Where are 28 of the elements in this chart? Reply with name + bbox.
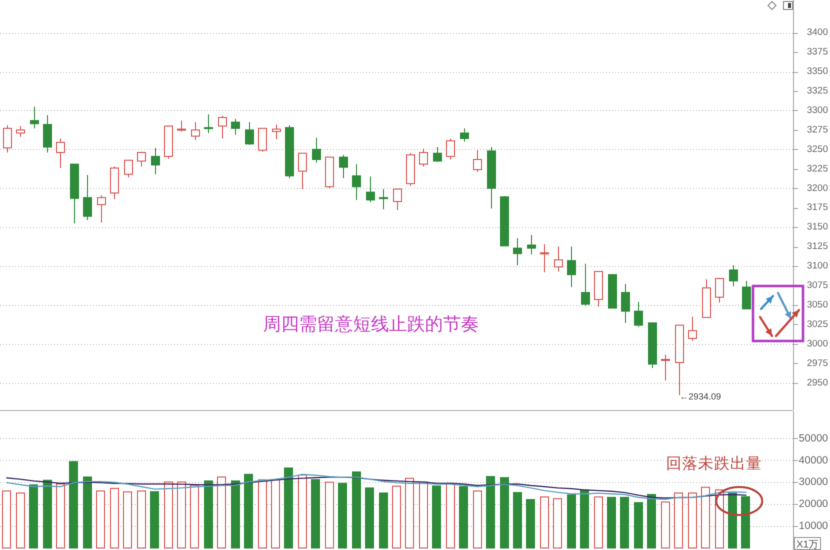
y-tick-label: 50000: [798, 432, 828, 444]
y-tick-label: 3125: [806, 241, 828, 252]
y-tick-label: 3375: [806, 46, 828, 58]
y-tick-label: 3175: [806, 202, 828, 214]
y-tick-label: 3000: [806, 338, 828, 350]
y-tick-label: 2975: [806, 358, 828, 369]
y-tick-label: 3400: [806, 27, 828, 38]
y-tick-label: 3100: [806, 260, 828, 272]
y-tick-label: 10000: [798, 520, 828, 532]
y-tick-label: 20000: [798, 498, 828, 510]
y-tick-label: 3300: [806, 104, 828, 116]
y-axis-title: X1万: [796, 540, 819, 550]
y-tick-label: 3350: [806, 66, 828, 78]
y-tick-label: 3050: [806, 299, 828, 310]
y-tick-label: 3150: [806, 222, 828, 233]
y-tick-label: 3025: [806, 318, 828, 330]
y-tick-label: 3200: [806, 182, 828, 194]
y-tick-label: 3325: [806, 86, 828, 97]
y-tick-label: 40000: [798, 454, 828, 466]
annotation: 周四需留意短线止跌的节奏: [263, 314, 479, 334]
y-tick-label: 30000: [798, 476, 828, 488]
y-tick-label: 3225: [806, 163, 828, 174]
y-tick-label: 2950: [806, 377, 828, 388]
y-tick-label: 3275: [806, 124, 828, 136]
annotation: ←2934.09: [680, 392, 722, 402]
annotation: 回落未跌出量: [666, 456, 762, 472]
y-tick-label: 3250: [806, 144, 828, 155]
y-tick-label: 3075: [806, 280, 828, 292]
